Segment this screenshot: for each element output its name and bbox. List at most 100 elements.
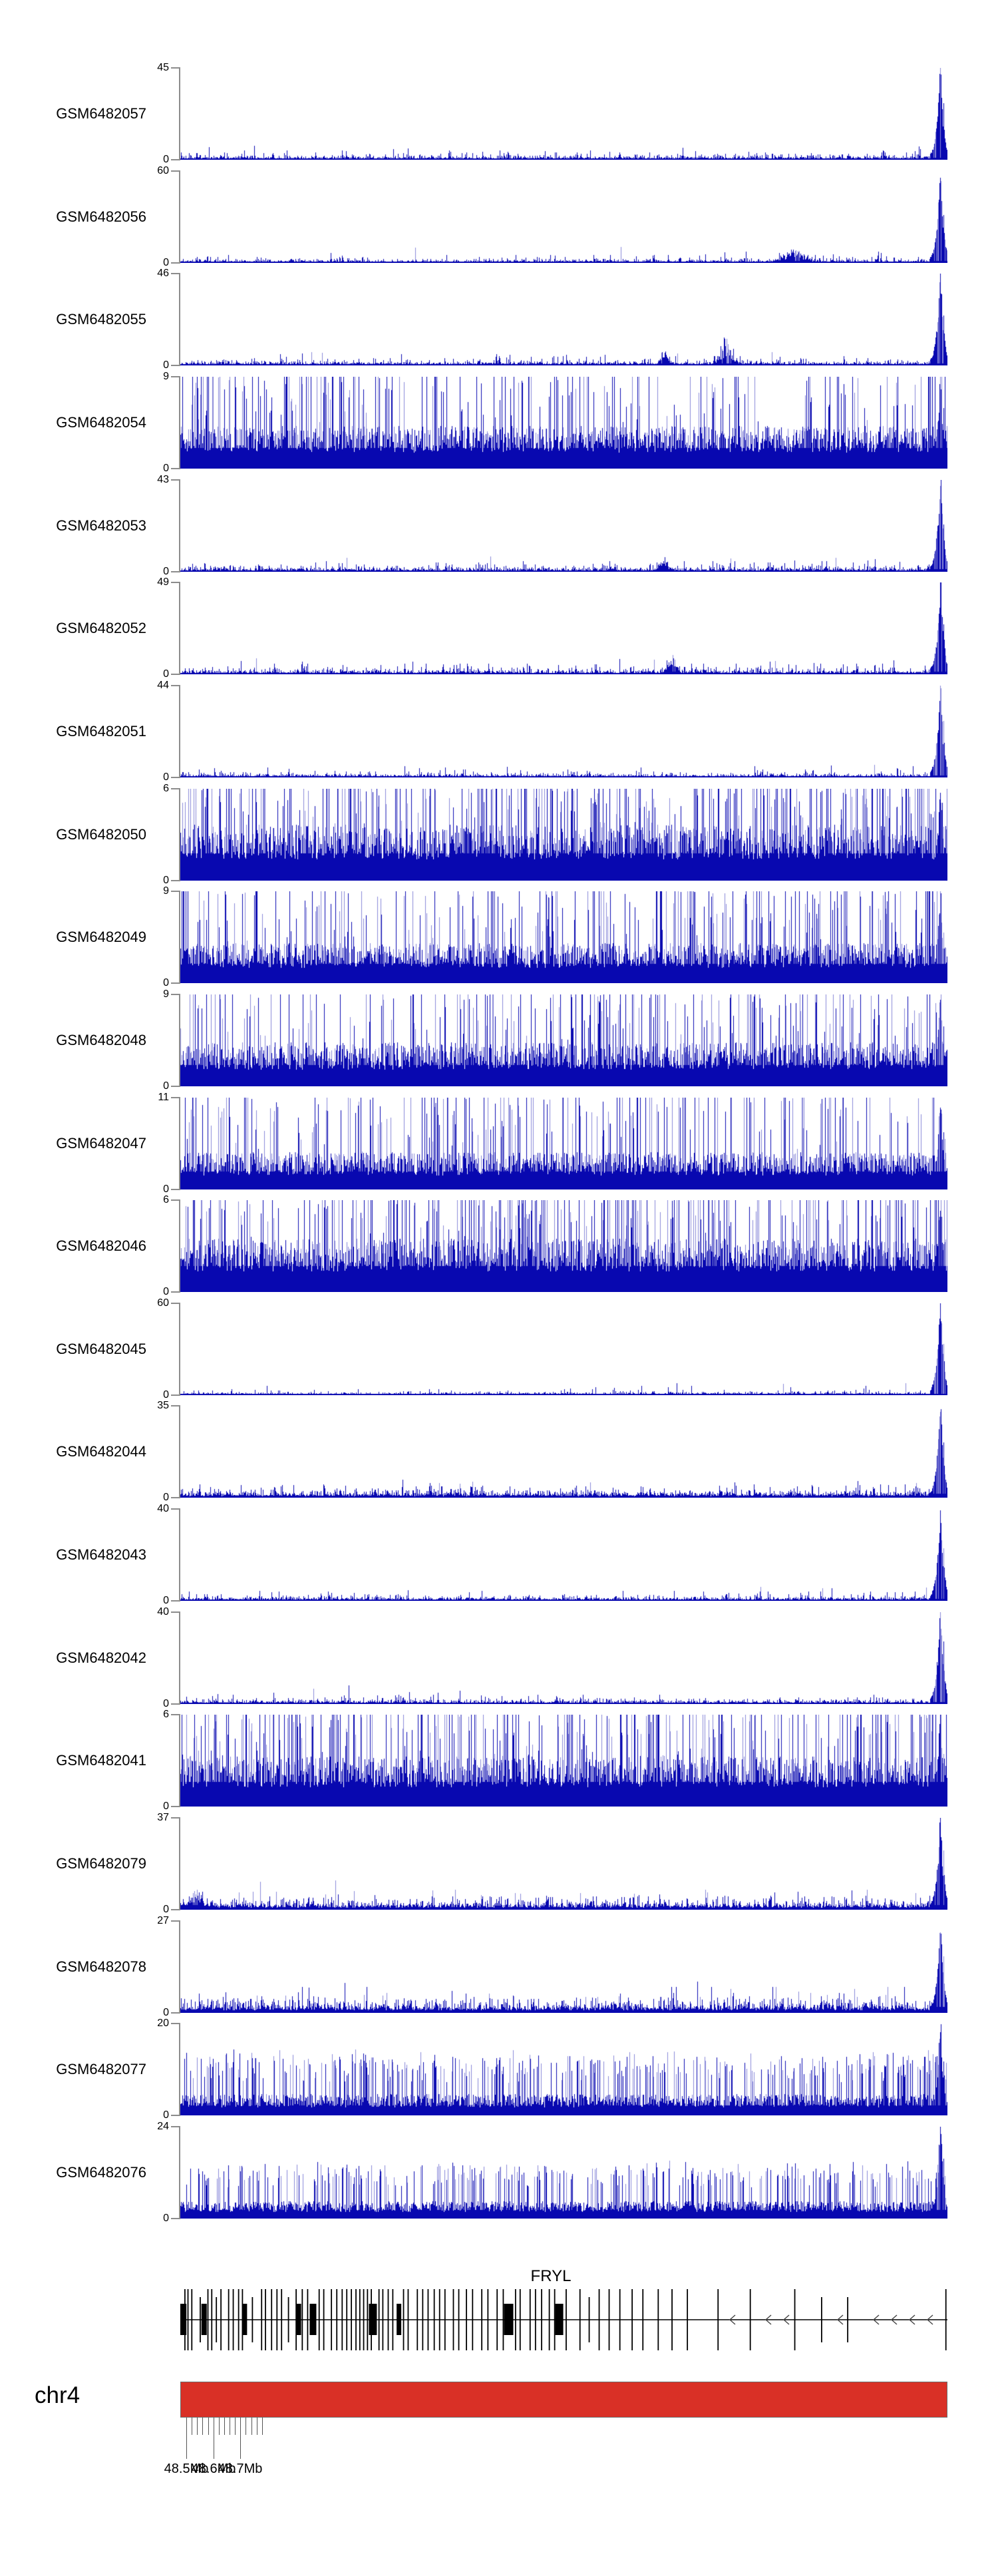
track-ymax-tick xyxy=(171,1611,180,1613)
track-ymax-tick xyxy=(171,891,180,892)
track-yzero-label: 0 xyxy=(163,463,169,474)
track-yzero-label: 0 xyxy=(163,1698,169,1709)
track-ymax-label: 11 xyxy=(158,1092,169,1103)
track-ymax-tick xyxy=(171,1714,180,1715)
axis-minor-tick xyxy=(235,2418,236,2435)
track-yzero-tick xyxy=(171,1189,180,1190)
coverage-histogram xyxy=(180,1715,947,1807)
coverage-histogram xyxy=(180,171,947,263)
track-yzero-tick xyxy=(171,880,180,881)
track-yzero-tick xyxy=(171,777,180,778)
coverage-histogram xyxy=(180,1200,947,1292)
coverage-histogram xyxy=(180,891,947,983)
exon-box xyxy=(180,2304,187,2335)
track-ymax-label: 45 xyxy=(157,62,169,73)
strand-chevron-icon xyxy=(782,2314,790,2325)
track-ymax-tick xyxy=(171,2023,180,2024)
track-yzero-label: 0 xyxy=(163,668,169,680)
track-ymax-label: 20 xyxy=(157,2018,169,2029)
coverage-histogram xyxy=(180,582,947,674)
track-yzero-tick xyxy=(171,1703,180,1705)
track-ymax-label: 6 xyxy=(163,1194,169,1205)
track-yzero-label: 0 xyxy=(163,1492,169,1503)
track-sample-label: GSM6482050 xyxy=(56,826,146,843)
track-yzero-label: 0 xyxy=(163,1183,169,1195)
track-ymax-tick xyxy=(171,1508,180,1510)
track-sample-label: GSM6482044 xyxy=(56,1443,146,1460)
track-ymax-tick xyxy=(171,685,180,686)
track-sample-label: GSM6482077 xyxy=(56,2061,146,2077)
track-yaxis-line xyxy=(179,479,180,572)
track-sample-label: GSM6482045 xyxy=(56,1341,146,1357)
exon-box xyxy=(397,2304,402,2335)
exon-box xyxy=(504,2304,514,2335)
track-yzero-tick xyxy=(171,2012,180,2014)
track-sample-label: GSM6482079 xyxy=(56,1855,146,1872)
track-yzero-tick xyxy=(171,1086,180,1087)
track-yzero-tick xyxy=(171,159,180,160)
track-sample-label: GSM6482041 xyxy=(56,1752,146,1769)
strand-chevron-icon xyxy=(908,2314,915,2325)
track-sample-label: GSM6482043 xyxy=(56,1546,146,1563)
strand-chevron-icon xyxy=(764,2314,772,2325)
track-ymax-tick xyxy=(171,170,180,172)
track-ymax-tick xyxy=(171,273,180,274)
track-sample-label: GSM6482046 xyxy=(56,1237,146,1254)
track-ymax-tick xyxy=(171,1199,180,1201)
gene-name-label: FRYL xyxy=(530,2267,572,2285)
track-sample-label: GSM6482053 xyxy=(56,517,146,534)
track-ymax-tick xyxy=(171,1303,180,1304)
track-yzero-label: 0 xyxy=(163,2109,169,2121)
track-ymax-label: 9 xyxy=(163,371,169,382)
track-ymax-label: 60 xyxy=(157,1297,169,1309)
axis-minor-tick xyxy=(224,2418,225,2435)
coverage-histogram xyxy=(180,1303,947,1395)
track-sample-label: GSM6482054 xyxy=(56,414,146,431)
track-yzero-label: 0 xyxy=(163,2213,169,2224)
track-yaxis-line xyxy=(179,376,180,469)
track-yaxis-line xyxy=(179,685,180,778)
track-yzero-label: 0 xyxy=(163,1801,169,1812)
track-ymax-label: 40 xyxy=(157,1606,169,1617)
coverage-histogram xyxy=(180,1509,947,1601)
exon-box xyxy=(555,2304,564,2335)
track-yzero-label: 0 xyxy=(163,154,169,165)
track-yzero-label: 0 xyxy=(163,1595,169,1606)
track-yzero-label: 0 xyxy=(163,359,169,371)
track-yzero-tick xyxy=(171,468,180,469)
exon-box xyxy=(201,2304,207,2335)
coverage-histogram xyxy=(180,274,947,365)
track-sample-label: GSM6482042 xyxy=(56,1649,146,1666)
coverage-histogram xyxy=(180,480,947,572)
track-yzero-label: 0 xyxy=(163,1904,169,1915)
track-yzero-label: 0 xyxy=(163,257,169,268)
coverage-histogram xyxy=(180,789,947,881)
track-ymax-tick xyxy=(171,1817,180,1819)
track-sample-label: GSM6482076 xyxy=(56,2164,146,2181)
track-yzero-tick xyxy=(171,2218,180,2219)
track-yaxis-line xyxy=(179,788,180,881)
coverage-histogram xyxy=(180,68,947,160)
track-ymax-label: 49 xyxy=(157,576,169,588)
track-ymax-label: 9 xyxy=(163,988,169,1000)
track-ymax-tick xyxy=(171,67,180,69)
track-yaxis-line xyxy=(179,994,180,1087)
track-sample-label: GSM6482055 xyxy=(56,311,146,327)
coverage-histogram xyxy=(180,2127,947,2219)
exon-box xyxy=(295,2304,301,2335)
track-ymax-label: 44 xyxy=(157,680,169,691)
track-yaxis-line xyxy=(179,891,180,984)
exon-box xyxy=(309,2304,317,2335)
track-yaxis-line xyxy=(179,1920,180,2014)
track-ymax-tick xyxy=(171,994,180,995)
track-ymax-label: 40 xyxy=(157,1503,169,1514)
coverage-histogram xyxy=(180,1098,947,1189)
track-yaxis-line xyxy=(179,67,180,160)
track-yaxis-line xyxy=(179,1097,180,1190)
track-ymax-tick xyxy=(171,376,180,377)
track-yaxis-line xyxy=(179,1714,180,1807)
track-ymax-tick xyxy=(171,1920,180,1922)
track-yzero-tick xyxy=(171,1909,180,1910)
strand-chevron-icon xyxy=(872,2314,880,2325)
